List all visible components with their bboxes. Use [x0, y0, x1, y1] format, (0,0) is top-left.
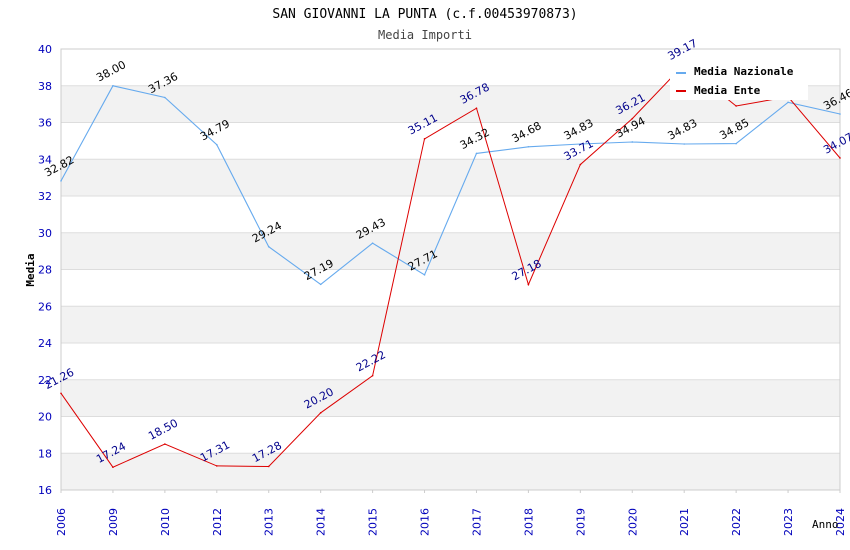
x-tick-label: 2019	[574, 508, 587, 536]
y-tick-label: 24	[38, 337, 52, 350]
x-tick-label: 2006	[55, 508, 68, 536]
legend: Media Nazionale Media Ente	[670, 60, 808, 100]
plot-band	[61, 416, 840, 454]
data-point	[319, 412, 322, 414]
data-point	[735, 105, 737, 107]
x-tick-label: 2015	[367, 508, 380, 536]
y-tick-label: 30	[38, 227, 52, 240]
data-point	[683, 143, 685, 145]
y-tick-label: 28	[38, 264, 52, 277]
x-tick-label: 2021	[678, 508, 691, 536]
y-tick-label: 32	[38, 190, 52, 203]
data-point	[371, 374, 374, 377]
data-point	[112, 466, 114, 469]
data-point	[216, 143, 218, 146]
x-tick-label: 2023	[782, 508, 795, 536]
data-point	[371, 242, 374, 245]
data-point	[112, 84, 114, 87]
plot-band	[61, 232, 840, 270]
data-point	[164, 443, 166, 445]
chart-title: SAN GIOVANNI LA PUNTA (c.f.00453970873)	[272, 7, 577, 22]
y-tick-label: 22	[38, 374, 52, 387]
data-point	[60, 180, 62, 182]
series-line-media-nazionale	[60, 85, 841, 286]
legend-label-media-nazionale: Media Nazionale	[694, 65, 794, 78]
plot-band	[61, 159, 840, 196]
y-tick-label: 20	[38, 411, 52, 424]
y-axis-ticks: 16 18 20 22 24 26 28 30 32 34 36 38 40	[38, 43, 52, 497]
legend-box	[670, 60, 808, 100]
data-point	[319, 283, 322, 286]
x-tick-label: 2022	[730, 508, 743, 536]
data-point	[267, 465, 270, 468]
data-point	[839, 157, 841, 159]
plot-band	[61, 379, 840, 417]
x-tick-label: 2014	[315, 508, 328, 536]
data-point	[631, 141, 634, 143]
x-tick-label: 2013	[263, 508, 276, 536]
y-tick-label: 38	[38, 80, 52, 93]
data-point	[216, 465, 218, 467]
plot-band	[61, 269, 840, 307]
x-tick-label: 2018	[522, 508, 535, 536]
plot-area	[60, 48, 841, 491]
data-point	[735, 142, 737, 145]
data-point	[839, 113, 841, 115]
data-point	[475, 107, 478, 109]
plot-band	[61, 306, 840, 343]
data-point	[579, 163, 582, 166]
legend-label-media-ente: Media Ente	[694, 84, 761, 97]
plot-band	[61, 122, 840, 160]
data-point	[164, 96, 166, 99]
y-axis-label: Media	[24, 253, 37, 286]
x-tick-label: 2010	[159, 508, 172, 536]
plot-band	[61, 453, 840, 490]
x-axis-ticks: 2006 2009 2010 2012 2013 2014 2015 2016 2017 2018…	[55, 490, 847, 536]
y-tick-label: 16	[38, 484, 52, 497]
x-tick-label: 2024	[834, 508, 847, 536]
x-tick-label: 2020	[626, 508, 639, 536]
data-point	[60, 392, 62, 395]
data-point	[423, 138, 426, 140]
data-point	[527, 145, 530, 148]
y-tick-label: 36	[38, 117, 52, 130]
x-tick-label: 2009	[107, 508, 120, 536]
y-tick-label: 18	[38, 447, 52, 460]
data-point	[475, 152, 478, 155]
x-tick-label: 2012	[211, 508, 224, 536]
data-point	[267, 245, 270, 248]
plot-background-bands	[61, 49, 840, 490]
chart-subtitle: Media Importi	[378, 28, 472, 42]
x-tick-label: 2017	[470, 508, 483, 536]
y-tick-label: 40	[38, 43, 52, 56]
data-point	[787, 101, 789, 104]
data-point	[527, 283, 530, 286]
data-point	[423, 274, 426, 276]
data-point	[631, 117, 634, 120]
y-tick-label: 26	[38, 300, 52, 313]
x-axis-label: Anno	[812, 518, 839, 531]
plot-band	[61, 343, 840, 380]
x-tick-label: 2016	[419, 508, 432, 536]
data-point	[579, 143, 582, 145]
y-tick-label: 34	[38, 153, 52, 166]
